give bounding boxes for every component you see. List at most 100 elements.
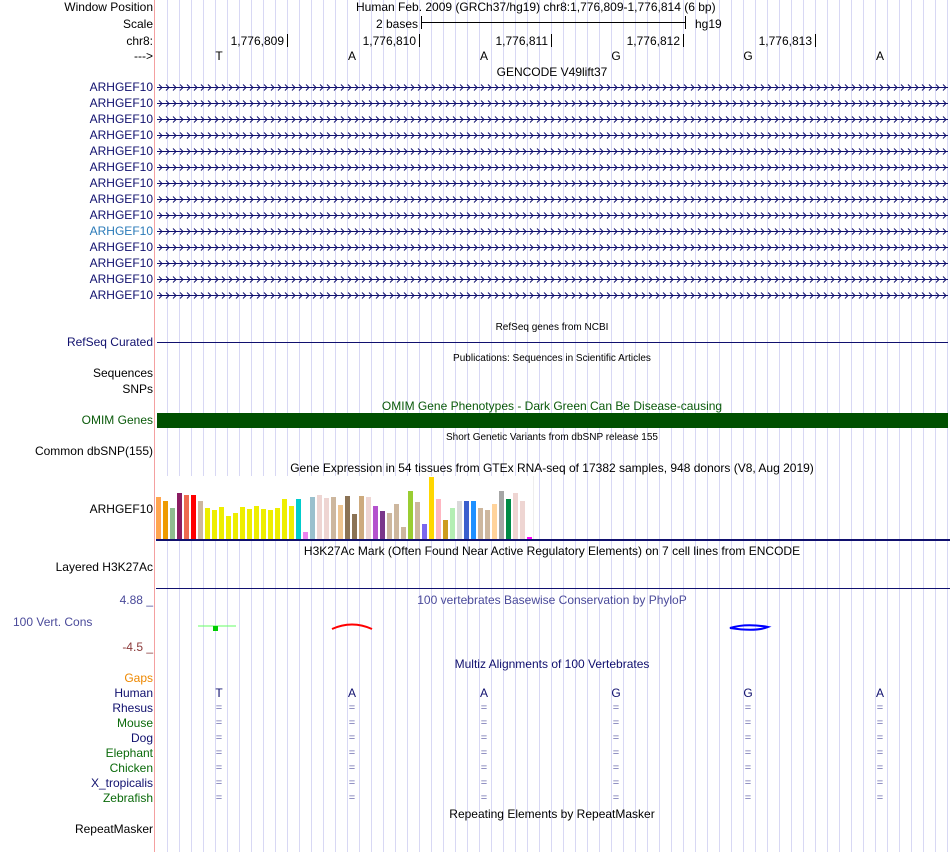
gtex-chart[interactable] [156,476,534,539]
gtex-tissue-bar[interactable] [492,504,497,539]
gtex-tissue-bar[interactable] [443,520,448,539]
gtex-tissue-bar[interactable] [275,508,280,539]
gencode-transcript-label[interactable]: ARHGEF10 [89,128,153,142]
gtex-tissue-bar[interactable] [373,506,378,539]
gtex-tissue-bar[interactable] [268,510,273,539]
gtex-tissue-bar[interactable] [499,490,504,539]
gtex-tissue-bar[interactable] [254,506,259,539]
species-label-human[interactable]: Human [114,686,153,700]
gencode-transcript-arrows[interactable] [157,179,948,188]
gencode-transcript-arrows[interactable] [157,227,948,236]
gtex-tissue-bar[interactable] [296,498,301,539]
gtex-tissue-bar[interactable] [436,498,441,539]
gtex-tissue-bar[interactable] [352,514,357,539]
gtex-tissue-bar[interactable] [205,508,210,539]
gtex-tissue-bar[interactable] [177,492,182,539]
gtex-tissue-bar[interactable] [366,496,371,539]
gtex-tissue-bar[interactable] [506,498,511,539]
gtex-tissue-bar[interactable] [485,510,490,539]
species-label-zebrafish[interactable]: Zebrafish [102,791,153,805]
species-label-chicken[interactable]: Chicken [109,761,153,775]
gencode-transcript-label[interactable]: ARHGEF10 [89,160,153,174]
gtex-tissue-bar[interactable] [394,504,399,539]
gtex-tissue-bar[interactable] [212,510,217,539]
gencode-transcript-label[interactable]: ARHGEF10 [89,144,153,158]
gtex-tissue-bar[interactable] [191,494,196,539]
gencode-transcript-arrows[interactable] [157,259,948,268]
gtex-tissue-bar[interactable] [408,490,413,539]
species-label-x_tropicalis[interactable]: X_tropicalis [90,776,153,790]
gtex-tissue-bar[interactable] [219,507,224,539]
gtex-tissue-bar[interactable] [520,501,525,539]
label-repeatmasker[interactable]: RepeatMasker [74,822,153,836]
label-layered-h3k27ac[interactable]: Layered H3K27Ac [55,560,153,574]
label-sequences[interactable]: Sequences [92,366,153,380]
gtex-tissue-bar[interactable] [303,531,308,539]
gencode-transcript-arrows[interactable] [157,211,948,220]
species-label-rhesus[interactable]: Rhesus [112,701,153,715]
gtex-tissue-bar[interactable] [513,492,518,539]
gtex-tissue-bar[interactable] [464,501,469,539]
gencode-transcript-label[interactable]: ARHGEF10 [89,192,153,206]
gtex-tissue-bar[interactable] [226,516,231,539]
gtex-tissue-bar[interactable] [310,496,315,539]
gtex-tissue-bar[interactable] [415,502,420,539]
gencode-transcript-arrows[interactable] [157,147,948,156]
gencode-transcript-label[interactable]: ARHGEF10 [89,240,153,254]
gtex-tissue-bar[interactable] [380,511,385,539]
omim-gene-bar[interactable] [157,413,948,428]
gtex-tissue-bar[interactable] [240,507,245,539]
gtex-tissue-bar[interactable] [422,524,427,539]
gtex-tissue-bar[interactable] [247,509,252,539]
gencode-transcript-label[interactable]: ARHGEF10 [89,96,153,110]
gtex-tissue-bar[interactable] [478,508,483,539]
gtex-tissue-bar[interactable] [359,495,364,539]
label-omim-genes[interactable]: OMIM Genes [81,413,153,427]
gtex-tissue-bar[interactable] [184,494,189,539]
gtex-tissue-bar[interactable] [317,494,322,539]
gencode-transcript-label[interactable]: ARHGEF10 [89,80,153,94]
gencode-transcript-arrows[interactable] [157,163,948,172]
gtex-tissue-bar[interactable] [471,501,476,539]
gtex-tissue-bar[interactable] [331,496,336,539]
gencode-transcript-arrows[interactable] [157,291,948,300]
gtex-tissue-bar[interactable] [457,501,462,539]
species-label-mouse[interactable]: Mouse [116,716,153,730]
gtex-tissue-bar[interactable] [345,495,350,539]
gtex-tissue-bar[interactable] [233,513,238,539]
gencode-transcript-label[interactable]: ARHGEF10 [89,224,153,238]
gtex-tissue-bar[interactable] [527,536,532,539]
phylop-plot[interactable] [156,615,950,640]
gtex-tissue-bar[interactable] [282,498,287,539]
gencode-transcript-arrows[interactable] [157,131,948,140]
gencode-transcript-label[interactable]: ARHGEF10 [89,288,153,302]
gtex-tissue-bar[interactable] [387,513,392,539]
gencode-transcript-label[interactable]: ARHGEF10 [89,256,153,270]
gtex-tissue-bar[interactable] [324,497,329,539]
gtex-tissue-bar[interactable] [289,506,294,539]
label-common-dbsnp[interactable]: Common dbSNP(155) [34,444,153,458]
gencode-transcript-arrows[interactable] [157,99,948,108]
gtex-tissue-bar[interactable] [198,500,203,539]
gtex-tissue-bar[interactable] [338,505,343,539]
gtex-tissue-bar[interactable] [170,508,175,539]
gencode-transcript-arrows[interactable] [157,275,948,284]
gencode-transcript-arrows[interactable] [157,83,948,92]
species-label-elephant[interactable]: Elephant [105,746,153,760]
species-label-dog[interactable]: Dog [130,731,153,745]
gtex-tissue-bar[interactable] [429,477,434,539]
label-gtex-gene[interactable]: ARHGEF10 [89,502,153,516]
refseq-gene-line[interactable] [157,342,948,343]
gtex-tissue-bar[interactable] [156,496,161,539]
label-100-vert-cons[interactable]: 100 Vert. Cons [13,615,93,629]
gtex-tissue-bar[interactable] [163,500,168,539]
gtex-tissue-bar[interactable] [401,526,406,539]
gencode-transcript-label[interactable]: ARHGEF10 [89,208,153,222]
label-refseq-curated[interactable]: RefSeq Curated [66,335,153,349]
gencode-transcript-label[interactable]: ARHGEF10 [89,176,153,190]
gencode-transcript-label[interactable]: ARHGEF10 [89,112,153,126]
gencode-transcript-arrows[interactable] [157,115,948,124]
label-snps[interactable]: SNPs [122,382,153,396]
gtex-tissue-bar[interactable] [450,508,455,539]
